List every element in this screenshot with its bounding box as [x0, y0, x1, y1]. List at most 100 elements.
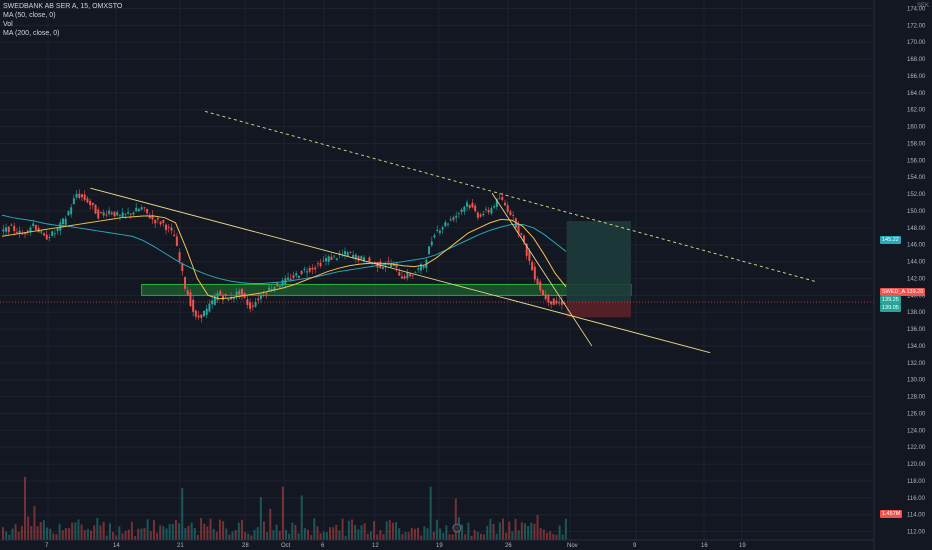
- volume-bar: [49, 528, 52, 540]
- candle-body: [249, 302, 252, 309]
- volume-bar: [426, 528, 429, 540]
- y-tick-label: 172.00: [907, 23, 926, 29]
- volume-bar: [222, 521, 225, 540]
- stop-zone: [566, 302, 631, 318]
- volume-bar: [228, 534, 231, 540]
- volume-bar: [149, 531, 152, 540]
- y-tick-label: 120.00: [907, 462, 926, 468]
- candle-body: [113, 211, 116, 217]
- candle-body: [181, 263, 184, 272]
- volume-bar: [539, 528, 542, 540]
- volume-bar: [347, 520, 350, 540]
- candle-body: [94, 204, 97, 214]
- x-tick-label: 9: [633, 543, 637, 549]
- volume-bar: [234, 530, 237, 540]
- volume-bar: [432, 531, 435, 540]
- volume-bar: [564, 518, 567, 540]
- volume-bar: [174, 520, 177, 540]
- y-tick-label: 150.00: [907, 209, 926, 215]
- candle-body: [512, 215, 515, 216]
- candle-body: [135, 207, 138, 212]
- candle-body: [170, 227, 173, 231]
- candle-body: [325, 258, 328, 262]
- candle-body: [550, 301, 553, 305]
- volume-bar: [269, 508, 272, 540]
- candle-body: [455, 215, 458, 218]
- volume-bar: [561, 534, 564, 540]
- candle-body: [140, 207, 143, 210]
- candle-body: [517, 223, 520, 234]
- volume-bar: [184, 528, 187, 540]
- volume-bar: [549, 531, 552, 540]
- trendline-steep-down: [491, 192, 593, 347]
- volume-bar: [423, 526, 426, 540]
- volume-bar: [190, 522, 193, 540]
- candle-body: [97, 209, 100, 219]
- volume-bar: [244, 531, 247, 540]
- volume-bar: [470, 535, 473, 540]
- legend-ma200[interactable]: MA (200, close, 0): [3, 30, 60, 37]
- candle-body: [531, 262, 534, 271]
- candle-body: [292, 275, 295, 278]
- candle-body: [303, 268, 306, 270]
- y-tick-label: 138.00: [907, 310, 926, 316]
- y-tick-label: 170.00: [907, 40, 926, 46]
- ma-price-tag: 145.22: [880, 236, 901, 244]
- candle-body: [552, 298, 555, 305]
- candle-body: [246, 299, 249, 305]
- volume-bar: [467, 522, 470, 540]
- candle-body: [330, 256, 333, 260]
- volume-bar: [382, 534, 385, 540]
- volume-bar: [46, 527, 49, 540]
- candle-body: [457, 212, 460, 214]
- candle-body: [5, 227, 8, 232]
- candle-body: [452, 217, 455, 220]
- x-tick-label: 26: [505, 543, 512, 549]
- volume-bar: [451, 534, 454, 540]
- candle-body: [211, 300, 214, 305]
- x-tick-label: 19: [739, 543, 746, 549]
- candle-body: [83, 194, 86, 200]
- x-tick-label: 7: [45, 543, 49, 549]
- x-tick-label: 28: [242, 543, 249, 549]
- volume-bar: [105, 535, 108, 540]
- volume-bar: [501, 518, 504, 540]
- volume-tag: 1.457M: [880, 510, 903, 518]
- x-tick-label: 19: [436, 543, 443, 549]
- candle-body: [476, 212, 479, 218]
- y-tick-label: 124.00: [907, 428, 926, 434]
- volume-bar: [200, 518, 203, 540]
- x-tick-label: 12: [372, 543, 379, 549]
- candle-body: [197, 315, 200, 318]
- candle-body: [466, 202, 469, 207]
- candle-body: [159, 221, 162, 225]
- candle-body: [2, 229, 5, 232]
- y-tick-label: 128.00: [907, 395, 926, 401]
- volume-bar: [338, 530, 341, 540]
- legend-ma50[interactable]: MA (50, close, 0): [3, 12, 56, 19]
- volume-bar: [118, 526, 121, 540]
- candle-body: [7, 226, 10, 233]
- candle-body: [213, 296, 216, 305]
- volume-bar: [545, 533, 548, 540]
- bid-price-tag: 139.25: [880, 296, 901, 304]
- y-tick-label: 118.00: [907, 479, 926, 485]
- candle-body: [118, 215, 121, 217]
- trendline-descending-support: [90, 187, 711, 354]
- ma50-line: [1, 215, 567, 300]
- candle-body: [116, 212, 119, 216]
- candle-body: [162, 219, 165, 223]
- y-tick-label: 156.00: [907, 158, 926, 164]
- candle-body: [189, 292, 192, 306]
- candle-body: [560, 300, 563, 305]
- y-tick-label: 122.00: [907, 445, 926, 451]
- volume-bar: [307, 529, 310, 540]
- candle-body: [482, 213, 485, 216]
- legend-vol[interactable]: Vol: [3, 21, 13, 28]
- candle-body: [449, 219, 452, 221]
- legend-symbol[interactable]: SWEDBANK AB SER A, 15, OMXSTO: [3, 3, 123, 10]
- volume-bar: [181, 488, 184, 540]
- volume-bar: [27, 516, 30, 540]
